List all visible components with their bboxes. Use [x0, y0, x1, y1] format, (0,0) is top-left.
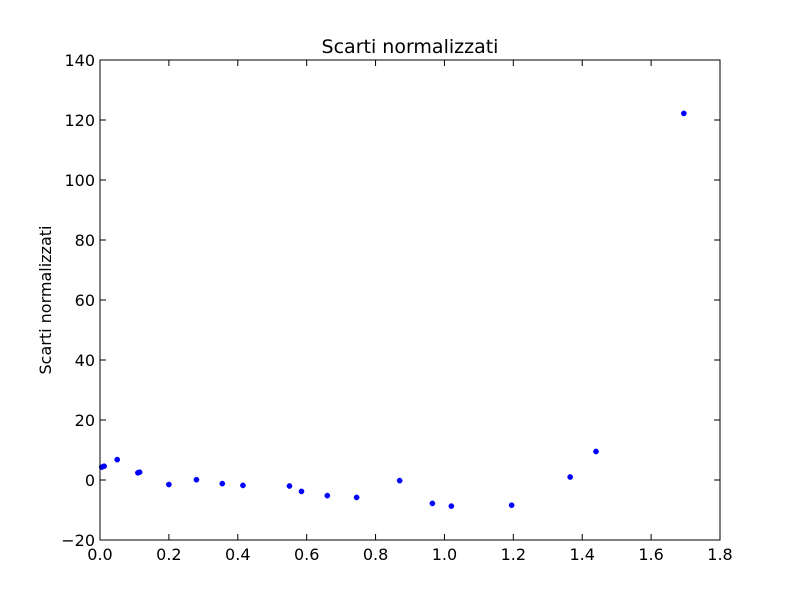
data-point [136, 469, 143, 476]
x-tick-label: 1.8 [707, 545, 732, 564]
data-point [193, 476, 200, 483]
data-point [567, 474, 574, 480]
data-point [508, 502, 515, 509]
y-tick-label: 0 [85, 471, 95, 490]
y-tick-label: 100 [64, 171, 95, 190]
y-tick-label: 20 [75, 411, 95, 430]
x-tick-label: 1.0 [432, 545, 457, 564]
x-tick-labels: 0.0 0.2 0.4 0.6 0.8 1.0 1.2 1.4 1.6 1.8 [87, 545, 732, 564]
data-point [286, 483, 293, 489]
x-tick-label: 1.4 [569, 545, 594, 564]
data-point [448, 503, 455, 509]
data-point [166, 481, 172, 488]
chart-title: Scarti normalizzati [322, 36, 499, 58]
x-tick-label: 1.6 [638, 545, 663, 564]
data-point [680, 110, 687, 117]
y-tick-label: 60 [75, 291, 95, 310]
data-point [593, 448, 599, 455]
data-point [324, 492, 331, 499]
data-point [240, 482, 246, 489]
y-tick-label: 120 [64, 111, 95, 130]
y-tick-label: 40 [75, 351, 95, 370]
data-point [396, 477, 403, 484]
data-point [219, 480, 226, 487]
y-tick-label: 140 [64, 51, 95, 70]
data-point [429, 500, 436, 507]
data-points [98, 110, 687, 509]
y-tick-labels: −20 0 20 40 60 80 100 120 140 [61, 51, 95, 550]
x-tick-label: 1.2 [501, 545, 526, 564]
data-point [101, 463, 107, 470]
data-point [114, 456, 121, 463]
x-tick-label: 0.8 [363, 545, 388, 564]
data-point [353, 494, 360, 501]
plot-frame [99, 59, 721, 541]
y-tick-label: −20 [61, 531, 95, 550]
data-point [298, 488, 305, 495]
x-tick-label: 0.6 [294, 545, 319, 564]
x-tick-label: 0.2 [156, 545, 181, 564]
x-tick-label: 0.0 [87, 545, 112, 564]
y-axis-label: Scarti normalizzati [36, 226, 55, 375]
y-tick-label: 80 [75, 231, 95, 250]
x-tick-label: 0.4 [225, 545, 250, 564]
